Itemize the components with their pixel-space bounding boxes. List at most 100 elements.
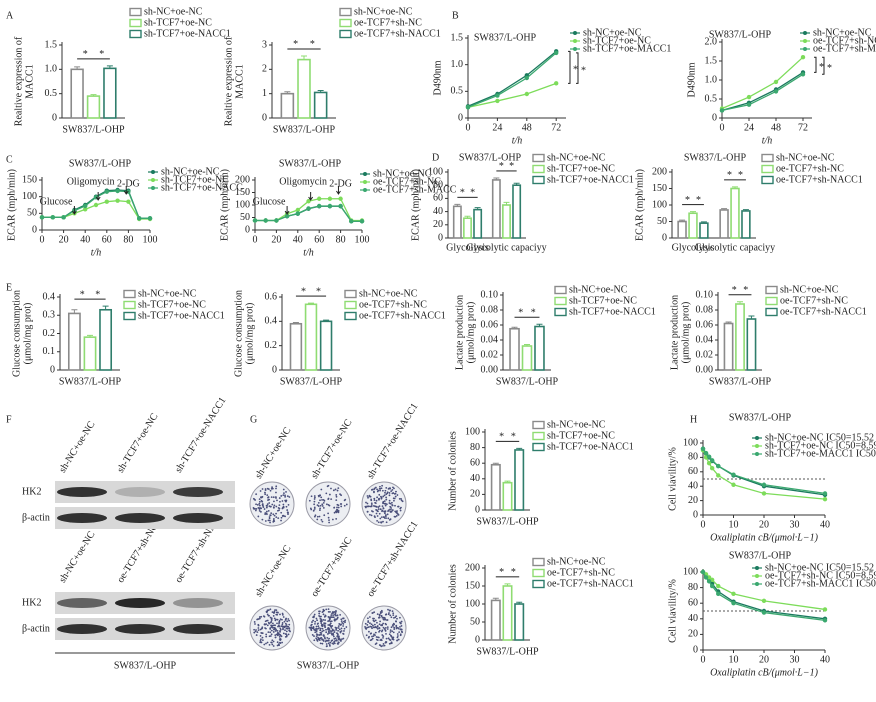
colony [313,500,316,503]
colony [322,629,325,632]
colony [327,610,330,613]
legend-label: sh-TCF7+oe-NC [138,299,206,310]
colony [386,626,389,629]
colony [275,628,278,631]
colony [281,618,283,621]
colony [391,636,394,639]
legend-swatch [532,442,545,452]
colony [377,636,380,639]
error-bar [679,219,686,222]
legend-marker [755,444,759,448]
lane-label: sh-TCF7+oe-NC [309,417,354,481]
colony [321,503,324,506]
colony [394,504,396,507]
colony [332,489,335,492]
blot-band [57,487,107,497]
y-axis-label: Lactate production [669,295,680,370]
x-tick-label: 10 [729,654,739,665]
colony [318,639,321,642]
blot-row-label: HK2 [22,486,41,497]
colony [382,507,385,509]
colony [265,512,268,515]
legend-marker [803,47,807,51]
colony [370,510,373,512]
colony [397,505,400,508]
x-axis-label: SW837/L-OHP [709,376,772,387]
x-tick-label: 24 [492,122,502,133]
point [746,102,752,107]
colony [399,625,401,628]
colony [334,613,337,615]
colony [367,621,370,623]
colony [267,509,270,512]
annotation: Oligomycin [67,176,115,187]
colony [323,499,326,502]
colony [314,629,317,632]
colony [282,616,285,618]
error-bar [690,211,696,214]
point [800,72,806,77]
significance-label: * [573,65,578,76]
panel-label: F [6,414,12,425]
point [115,198,120,203]
colony [286,620,289,623]
colony [400,628,403,631]
y-tick-label: 0.04 [696,334,714,345]
colony [333,631,336,633]
colony [318,515,321,518]
colony [276,644,279,647]
significance-bracket [814,56,817,73]
colony [284,629,286,632]
colony [286,495,289,498]
y-axis-label: (μmol/mg prot) [22,303,33,365]
colony [327,631,330,634]
point [703,575,709,580]
colony [389,609,391,612]
colony [268,519,271,522]
legend-swatch [532,420,545,430]
colony [384,626,387,629]
colony [342,623,345,625]
colony [325,492,328,495]
blot-band [173,624,223,634]
x-tick-label: 0 [701,519,706,530]
point [800,55,806,60]
colony [381,505,384,507]
colony [255,508,258,510]
point [126,199,131,204]
colony [278,507,281,510]
y-tick-label: 100 [465,598,480,609]
legend-label: oe-TCF7+sh-NC IC50=8.594 μmol/L [765,570,876,581]
x-tick-label: Glycolysis [672,242,715,253]
legend-label: oe-TCF7+sh-MACC [373,184,457,195]
point [554,50,559,56]
point [61,215,66,220]
x-axis-label: SW837/L-OHP [273,124,336,135]
panel-label: H [690,414,697,425]
legend-label: sh-NC+oe-NC [144,6,203,17]
y-tick-label: 150 [22,174,37,185]
annotation: Oligomycin [279,176,327,187]
legend-swatch [339,18,352,28]
colony [336,506,338,509]
colony [268,505,271,508]
point [147,216,153,221]
colony [281,641,284,644]
y-axis-label: Lactate production [454,295,465,370]
y-tick-label: 150 [465,580,480,591]
legend-swatch [554,285,567,295]
colony [282,505,285,508]
colony [316,633,319,636]
colony [275,491,277,494]
colony [309,507,312,510]
colony [317,494,320,497]
x-tick-label: 0 [466,122,471,133]
colony [258,500,261,503]
point [716,583,721,589]
colony [313,613,316,616]
legend-label: sh-NC+oe-NC [813,27,872,38]
legend-swatch [765,307,778,317]
colony [275,611,278,614]
colony [335,499,338,502]
colony [288,629,291,632]
